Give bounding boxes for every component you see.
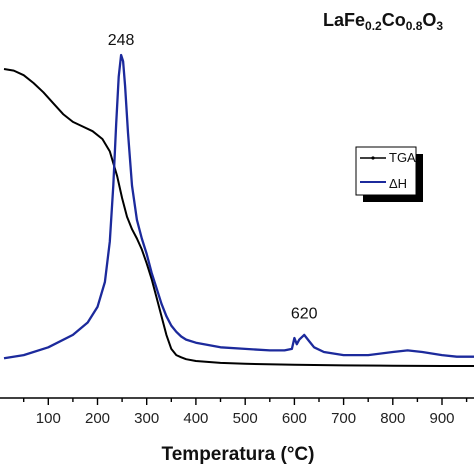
- annotation-label: 620: [291, 306, 318, 323]
- title-co: Co: [382, 10, 406, 30]
- x-tick-label: 100: [36, 410, 61, 427]
- annotation-group: 248 620: [108, 32, 318, 323]
- x-tick-label: 300: [134, 410, 159, 427]
- annotation-label: 248: [108, 32, 135, 49]
- x-tick-label: 600: [282, 410, 307, 427]
- x-tick-label: 700: [331, 410, 356, 427]
- legend-marker-tga: [371, 156, 375, 160]
- legend-box: [355, 146, 417, 196]
- title-o: O: [422, 10, 436, 30]
- series-line-tga: [3, 68, 474, 367]
- series-line-dh: [3, 53, 474, 360]
- x-tick-label: 200: [85, 410, 110, 427]
- legend: TGA ΔH: [355, 146, 423, 202]
- x-tick-label: 500: [233, 410, 258, 427]
- x-axis-title: Temperatura (°C): [162, 444, 315, 465]
- title-fe-sub: 0.2: [365, 19, 382, 33]
- title-o-sub: 3: [436, 19, 443, 33]
- title-la: LaFe: [323, 10, 365, 30]
- x-tick-label: 400: [183, 410, 208, 427]
- series-group: [3, 53, 474, 367]
- legend-label-tga: TGA: [389, 150, 416, 165]
- x-axis-ticks: 100 200 300 400 500 600 700 800 900: [23, 398, 468, 427]
- legend-label-dh: ΔH: [389, 176, 407, 191]
- x-tick-label: 900: [429, 410, 454, 427]
- chart-title: LaFe0.2Co0.8O3: [323, 10, 443, 33]
- title-co-sub: 0.8: [406, 19, 423, 33]
- x-tick-label: 800: [380, 410, 405, 427]
